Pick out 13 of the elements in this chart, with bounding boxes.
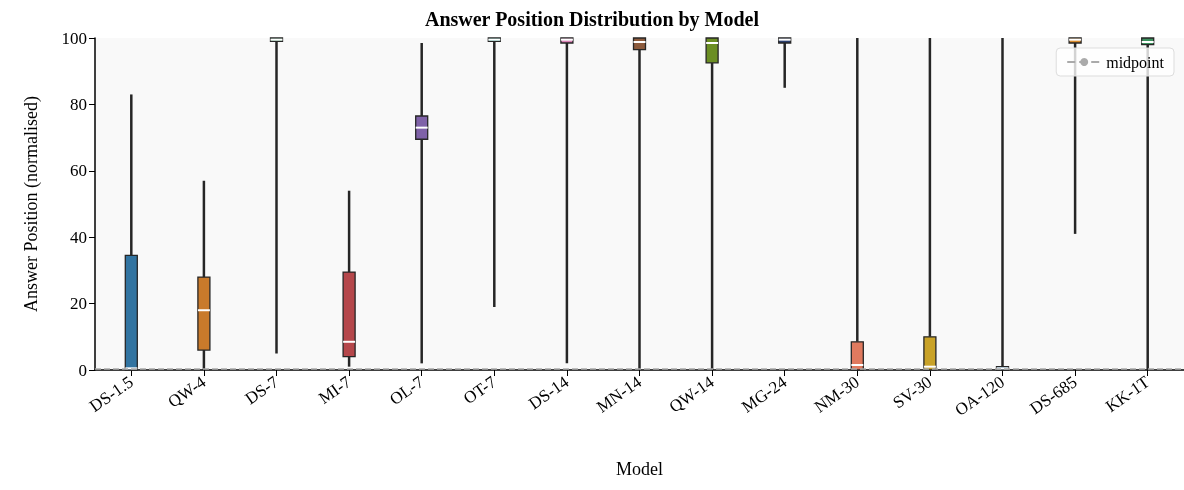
- x-axis-title: Model: [616, 459, 663, 479]
- x-tick-label: OT-7: [459, 371, 501, 409]
- chart-title: Answer Position Distribution by Model: [424, 8, 760, 31]
- y-tick-label: 20: [70, 294, 87, 314]
- y-tick-label: 60: [70, 161, 87, 181]
- y-tick-label: 0: [78, 360, 87, 380]
- y-tick-label: 100: [61, 28, 87, 48]
- x-tick-label: OL-7: [386, 371, 428, 409]
- y-tick-label: 80: [70, 94, 87, 114]
- legend-label: midpoint: [1106, 53, 1165, 72]
- y-tick-label: 40: [70, 227, 87, 247]
- y-axis-title: Answer Position (normalised): [21, 96, 42, 312]
- x-tick-label: MI-7: [315, 371, 355, 408]
